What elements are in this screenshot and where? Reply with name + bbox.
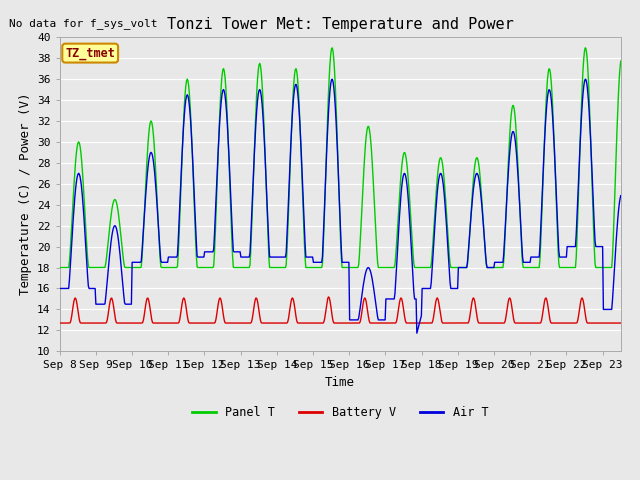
Y-axis label: Temperature (C) / Power (V): Temperature (C) / Power (V) <box>19 93 31 296</box>
Title: Tonzi Tower Met: Temperature and Power: Tonzi Tower Met: Temperature and Power <box>167 17 513 32</box>
Legend: Panel T, Battery V, Air T: Panel T, Battery V, Air T <box>188 401 493 424</box>
X-axis label: Time: Time <box>325 376 355 389</box>
Text: No data for f_sys_volt: No data for f_sys_volt <box>9 18 157 29</box>
Text: TZ_tmet: TZ_tmet <box>65 47 115 60</box>
